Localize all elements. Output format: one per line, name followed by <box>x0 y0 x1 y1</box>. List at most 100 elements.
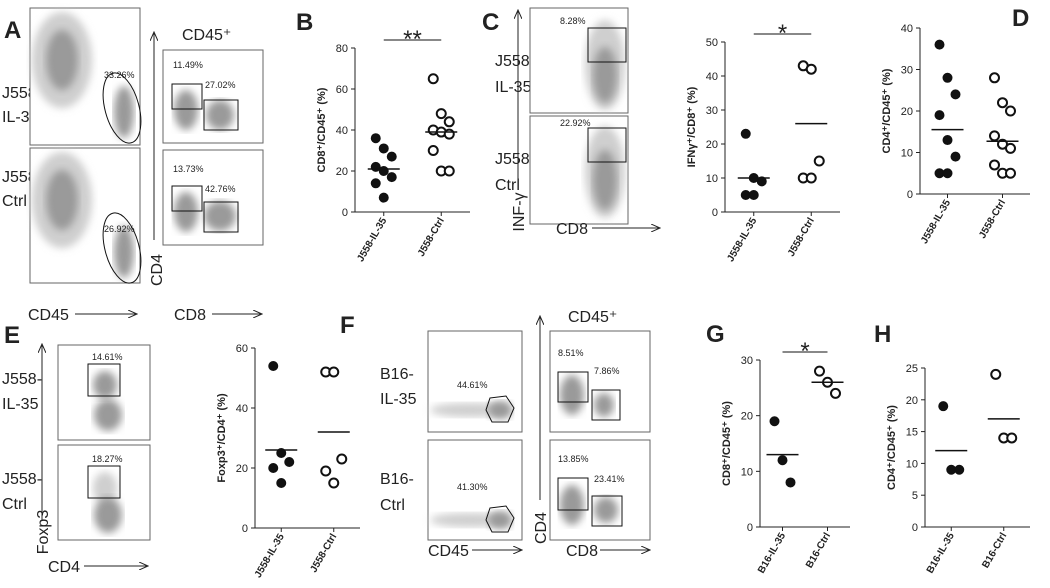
flow-plot <box>427 330 651 541</box>
gate-percent: 22.92% <box>560 118 591 128</box>
y-axis-label: CD8⁺/CD45⁺ (%) <box>721 401 733 486</box>
data-point <box>443 165 455 177</box>
y-tick-label: 40 <box>706 71 718 83</box>
panel-letter: F <box>340 312 355 339</box>
axis-label: CD8 <box>566 543 598 560</box>
y-axis-label: CD4⁺/CD45⁺ (%) <box>881 68 893 153</box>
x-tick-label: J558-IL-35 <box>725 216 759 264</box>
y-tick-label: 30 <box>901 65 913 77</box>
y-tick-label: 60 <box>336 84 348 96</box>
y-tick-label: 10 <box>741 466 753 478</box>
x-tick-label: B16-IL-35 <box>756 531 788 576</box>
data-point <box>386 151 397 162</box>
y-tick-label: 40 <box>336 125 348 137</box>
flow-plot <box>29 7 142 284</box>
y-tick-label: 0 <box>342 207 348 219</box>
data-point <box>268 361 279 371</box>
data-point <box>813 155 825 167</box>
panel-letter: D <box>1012 5 1029 32</box>
y-tick-label: 20 <box>706 139 718 151</box>
significance: * <box>800 338 809 365</box>
data-point <box>1005 167 1016 179</box>
data-point <box>378 166 389 176</box>
gate-percent: 18.27% <box>92 454 123 464</box>
axis-label: CD4 <box>149 254 166 286</box>
row-label: J558- <box>2 471 42 488</box>
panel-letter: H <box>874 321 891 348</box>
y-axis-label: CD8⁺/CD45⁺ (%) <box>316 87 328 172</box>
row-label: Ctrl <box>2 193 27 210</box>
row-label: Ctrl <box>495 177 520 194</box>
row-label: B16- <box>380 471 414 488</box>
y-axis-label: Foxp3⁺/CD4⁺ (%) <box>216 393 228 483</box>
gate-percent: 44.61% <box>457 380 488 390</box>
data-point <box>320 465 332 477</box>
y-tick-label: 20 <box>336 166 348 178</box>
gate-percent: 14.61% <box>92 352 123 362</box>
data-point <box>989 159 1000 171</box>
y-tick-label: 0 <box>747 522 753 534</box>
x-tick-label: B16-IL-35 <box>925 531 957 576</box>
x-tick-label: J558-Ctrl <box>308 532 339 575</box>
row-label: J558- <box>2 371 42 388</box>
panel-letter: A <box>4 17 21 44</box>
axis-label: INF-γ <box>511 192 528 231</box>
gate-percent: 42.76% <box>205 184 236 194</box>
data-point <box>328 477 340 489</box>
gate-percent: 7.86% <box>594 366 620 376</box>
gate-percent: 41.30% <box>457 482 488 492</box>
data-point <box>997 97 1008 109</box>
row-label: J558- <box>495 53 535 70</box>
y-axis-label: CD4⁺/CD45⁺ (%) <box>886 405 898 490</box>
data-point <box>443 116 455 128</box>
gate-percent: 11.49% <box>173 60 203 70</box>
significance: * <box>778 20 787 47</box>
data-point <box>942 135 953 146</box>
data-point <box>942 168 953 179</box>
data-point <box>1005 142 1016 154</box>
data-point <box>805 172 817 184</box>
x-tick-label: J558-Ctrl <box>786 216 817 259</box>
data-point <box>748 190 759 200</box>
row-label: J558- <box>495 151 535 168</box>
y-tick-label: 10 <box>901 148 913 160</box>
y-tick-label: 0 <box>712 207 718 219</box>
data-point <box>443 128 455 140</box>
axis-label: CD8 <box>556 221 588 238</box>
data-point <box>268 463 279 473</box>
panel-letter: G <box>706 321 725 348</box>
data-point <box>934 39 945 50</box>
data-point <box>950 151 961 162</box>
x-tick-label: J558-Ctrl <box>416 216 447 259</box>
data-point <box>328 366 340 378</box>
y-tick-label: 10 <box>906 458 918 470</box>
panel-letter: C <box>482 9 499 36</box>
y-tick-label: 30 <box>706 105 718 117</box>
flow-plot <box>57 344 151 541</box>
x-tick-label: J558-IL-35 <box>253 532 287 580</box>
y-tick-label: 5 <box>912 490 918 502</box>
x-tick-label: J558-Ctrl <box>977 198 1008 241</box>
y-tick-label: 20 <box>741 411 753 423</box>
row-label: IL-35 <box>2 109 39 126</box>
data-point <box>756 176 767 187</box>
y-tick-label: 20 <box>901 106 913 118</box>
axis-label: CD4 <box>533 512 550 544</box>
axis-label: CD4 <box>48 559 80 576</box>
y-tick-label: 15 <box>906 427 918 439</box>
data-point <box>805 63 817 75</box>
data-point <box>427 145 439 156</box>
data-point <box>938 401 949 412</box>
row-label: IL-35 <box>380 391 417 408</box>
data-point <box>336 453 348 465</box>
data-point <box>954 464 965 475</box>
y-tick-label: 25 <box>906 363 918 375</box>
gate-title: CD45⁺ <box>182 27 231 44</box>
data-point <box>830 387 841 399</box>
y-tick-label: 40 <box>901 23 913 35</box>
data-point <box>284 457 295 467</box>
panel-letter: E <box>4 322 20 349</box>
x-tick-label: J558-IL-35 <box>919 198 953 246</box>
row-label: Ctrl <box>380 497 405 514</box>
data-point <box>777 455 788 466</box>
